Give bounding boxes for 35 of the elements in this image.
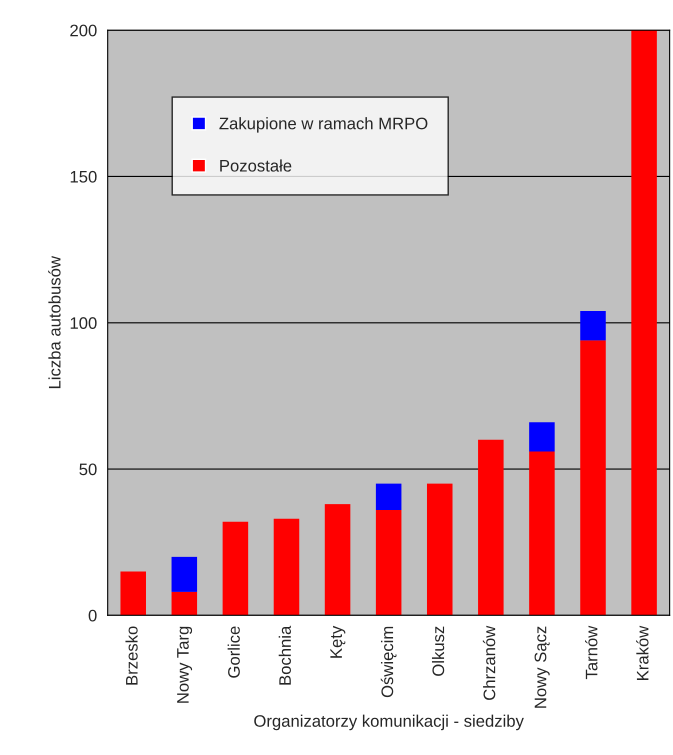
x-tick-label: Chrzanów bbox=[482, 626, 496, 700]
x-tick-label: Olkusz bbox=[432, 626, 444, 676]
x-tick-label: Kraków bbox=[636, 626, 649, 680]
y-tick-label: 200 bbox=[70, 24, 97, 36]
bar bbox=[426, 484, 453, 616]
y-tick-label: 100 bbox=[70, 317, 97, 329]
x-tick-label: Bochnia bbox=[278, 626, 291, 685]
bar bbox=[580, 311, 606, 340]
x-tick-label: Nowy Targ bbox=[177, 626, 192, 703]
x-tick-label: Kęty bbox=[330, 626, 346, 658]
bar bbox=[172, 556, 198, 592]
bar bbox=[529, 451, 555, 616]
bar bbox=[274, 518, 300, 616]
x-tick-label: Brzesko bbox=[125, 626, 138, 685]
y-tick-label: 150 bbox=[70, 170, 97, 183]
y-axis-title: Liczba autobusów bbox=[48, 256, 61, 388]
bar bbox=[580, 340, 606, 616]
x-tick-label: Nowy Sącz bbox=[534, 626, 550, 708]
y-tick-label: 0 bbox=[88, 610, 97, 622]
bar bbox=[376, 510, 402, 616]
x-tick-label: Oświęcim bbox=[380, 626, 397, 698]
bar bbox=[120, 571, 146, 616]
bar bbox=[376, 484, 402, 510]
bar bbox=[172, 592, 198, 616]
legend-label: Zakupione w ramach MRPO bbox=[219, 117, 428, 133]
x-tick-label: Gorlice bbox=[228, 626, 240, 678]
bar bbox=[529, 422, 555, 452]
legend-label: Pozostałe bbox=[220, 159, 292, 172]
bar bbox=[324, 504, 350, 616]
bar bbox=[631, 30, 657, 616]
x-tick-label: Tarnów bbox=[585, 626, 598, 680]
bar bbox=[478, 440, 504, 616]
bar bbox=[222, 522, 248, 616]
x-axis-title: Organizatorzy komunikacji - siedziby bbox=[254, 714, 524, 730]
y-tick-label: 50 bbox=[79, 463, 97, 476]
